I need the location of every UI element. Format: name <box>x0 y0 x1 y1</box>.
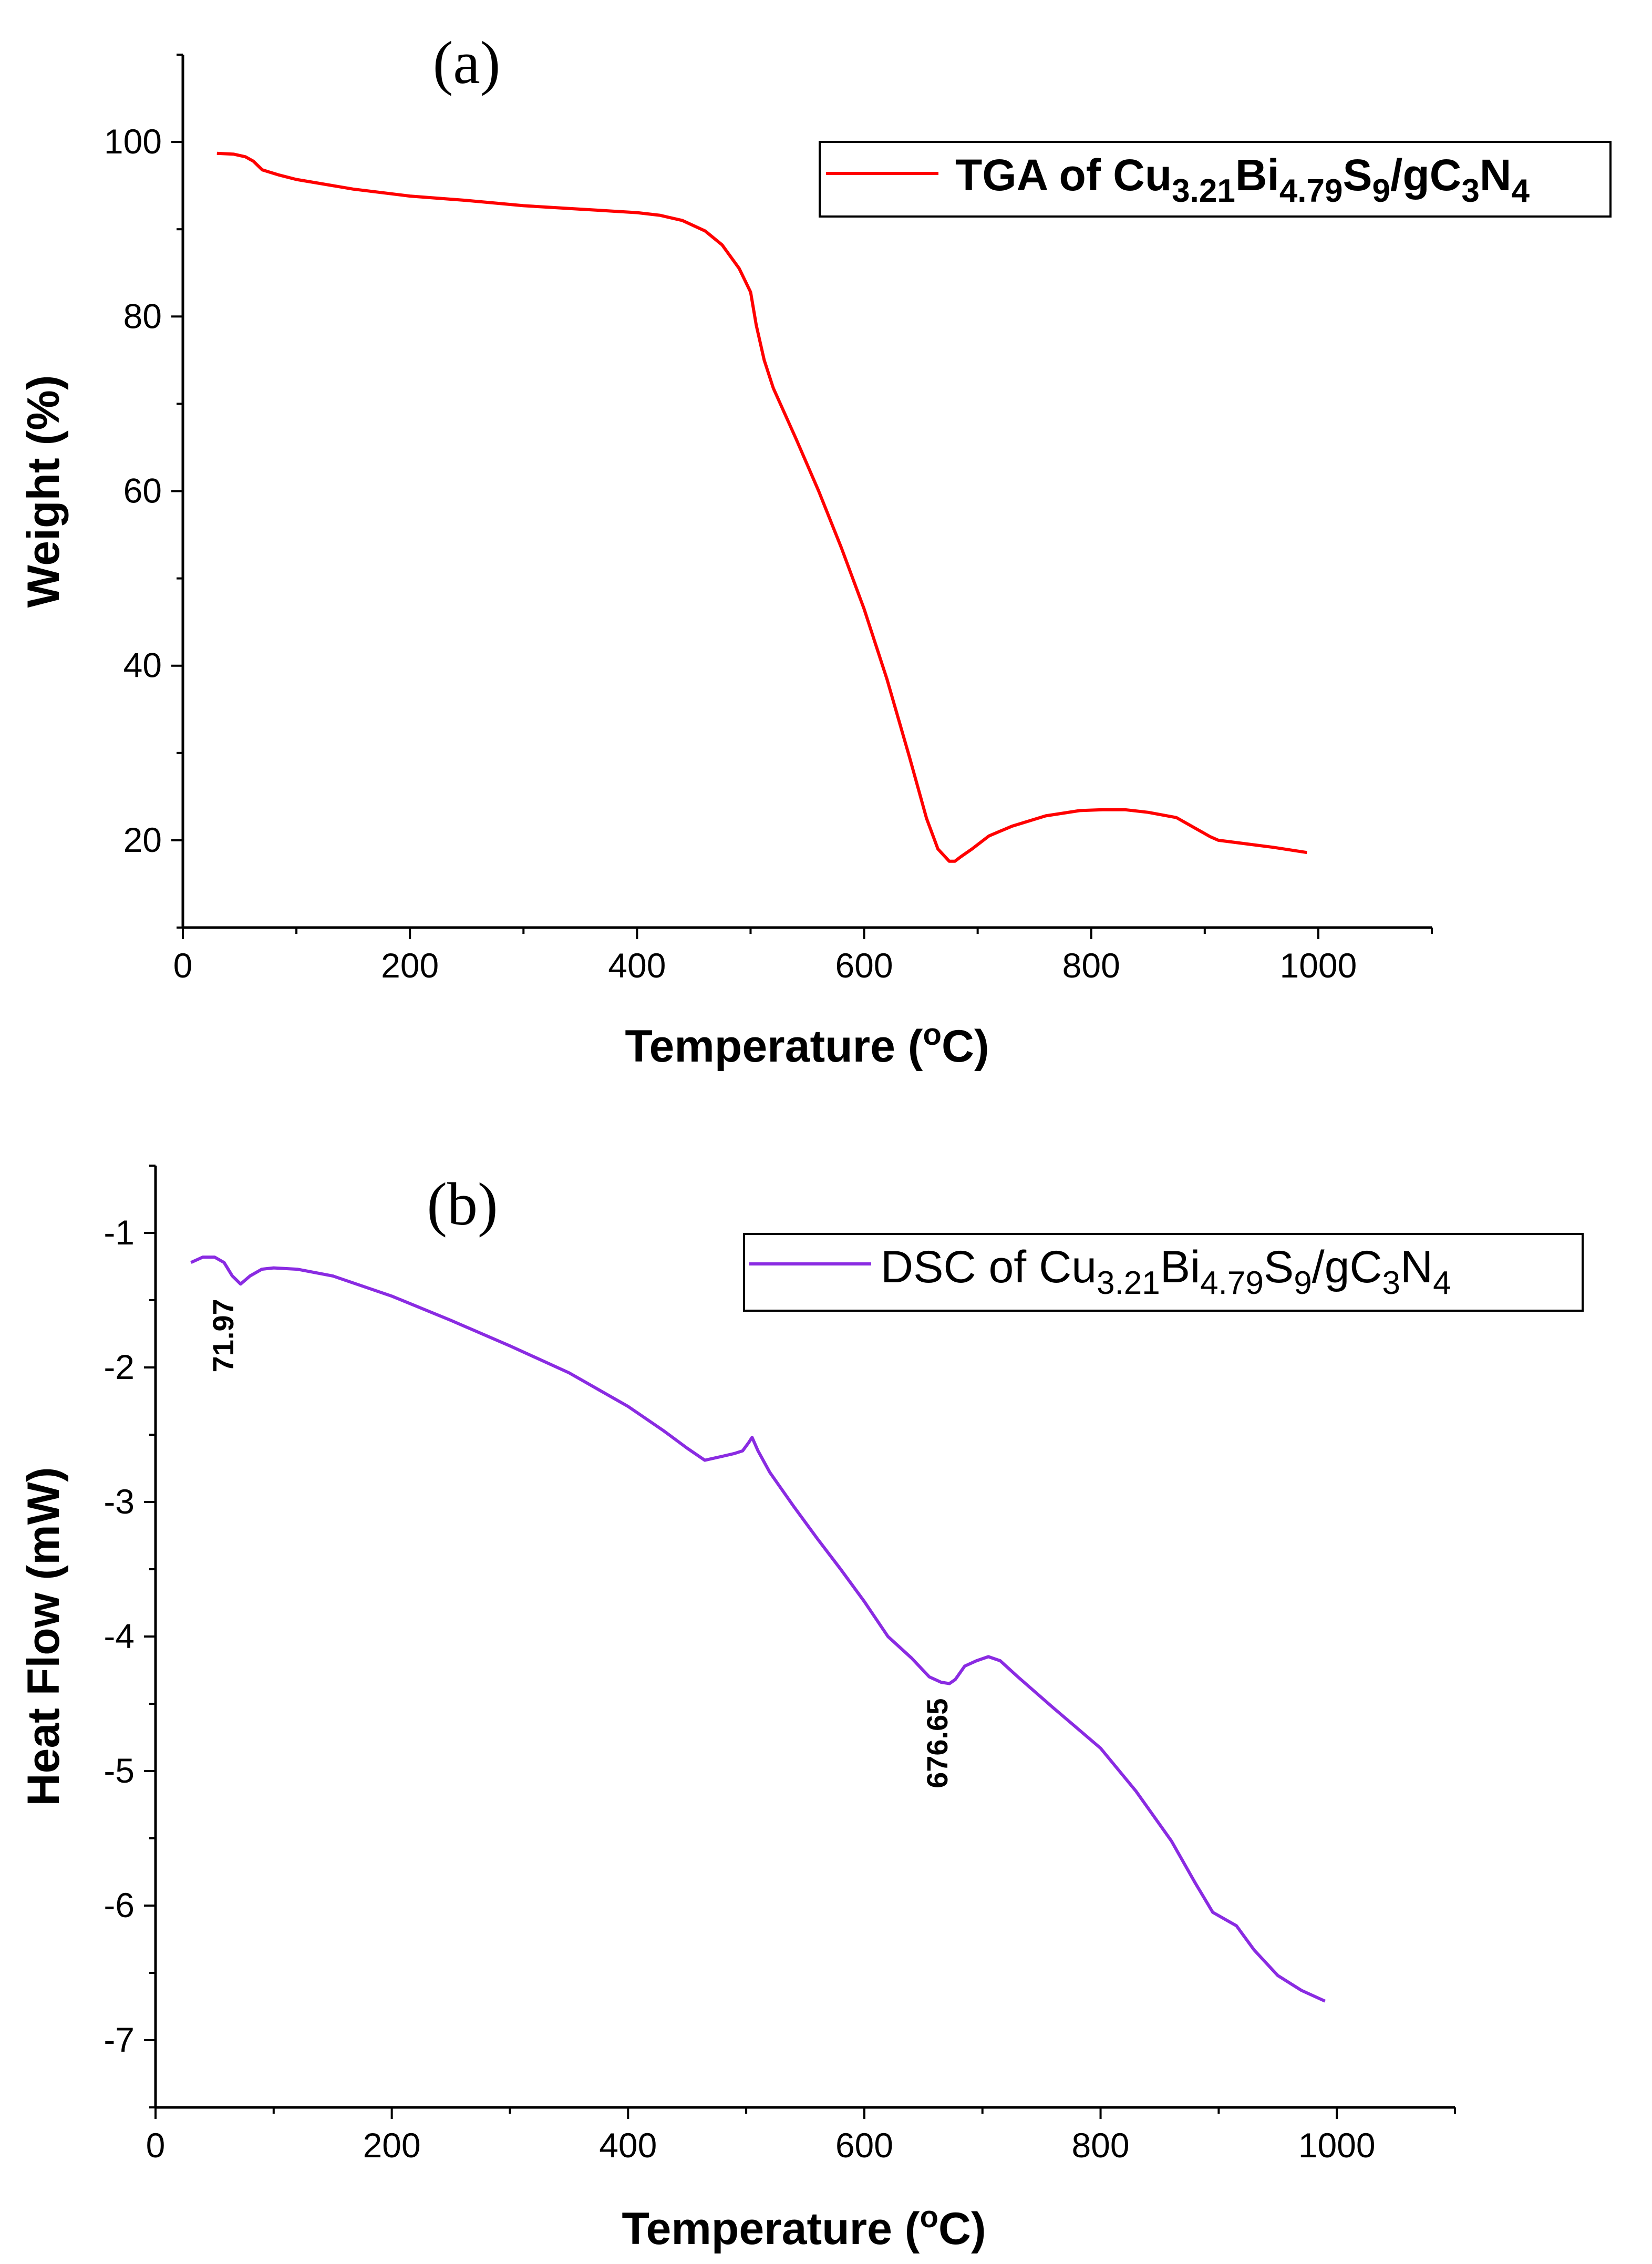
tga-tick-labels: 0 200 400 600 800 1000 20 40 60 80 100 <box>104 122 1357 985</box>
y-tick-label: -4 <box>104 1617 135 1655</box>
tga-legend-label: TGA of Cu3.21Bi4.79S9/gC3N4 <box>955 150 1530 209</box>
peak-annotation: 71.97 <box>206 1299 240 1372</box>
panel-dsc: (b) 0 200 400 600 800 1000 -1 -2 -3 -4 -5 -6 -7 Temp… <box>18 1165 1584 2254</box>
y-tick-label: -3 <box>104 1482 135 1521</box>
panel-label-a: (a) <box>433 29 501 97</box>
dsc-annotations: 71.97 676.65 <box>206 1299 954 1788</box>
x-tick-label: 200 <box>363 2126 421 2165</box>
dsc-series-line <box>190 1256 1326 2003</box>
x-tick-label: 600 <box>835 946 893 985</box>
y-tick-label: 40 <box>123 646 162 685</box>
x-tick-label: 0 <box>146 2126 166 2165</box>
y-tick-label: 60 <box>123 471 162 510</box>
tga-x-axis-label: Temperature (oC) <box>625 1017 989 1072</box>
dsc-legend-box <box>743 1233 1584 1312</box>
dsc-legend-label: DSC of Cu3.21Bi4.79S9/gC3N4 <box>881 1242 1451 1301</box>
x-tick-label: 1000 <box>1279 946 1357 985</box>
tga-legend-box <box>819 141 1612 218</box>
y-tick-label: -7 <box>104 2020 135 2059</box>
y-tick-label: 80 <box>123 296 162 335</box>
y-tick-label: 20 <box>123 820 162 859</box>
y-tick-label: -1 <box>104 1213 135 1252</box>
dsc-tick-labels: 0 200 400 600 800 1000 -1 -2 -3 -4 -5 -6 -7 <box>104 1213 1375 2165</box>
x-tick-label: 600 <box>835 2126 893 2165</box>
tga-legend: TGA of Cu3.21Bi4.79S9/gC3N4 <box>819 141 1612 218</box>
panel-label-b: (b) <box>427 1171 498 1238</box>
dsc-legend: DSC of Cu3.21Bi4.79S9/gC3N4 <box>743 1233 1584 1312</box>
x-tick-label: 800 <box>1071 2126 1129 2165</box>
y-tick-label: -2 <box>104 1347 135 1386</box>
dsc-ticks <box>144 1165 1456 2119</box>
peak-annotation: 676.65 <box>921 1699 954 1788</box>
panel-tga: (a) 0 200 400 600 800 1000 20 40 60 80 100 Tempera… <box>18 29 1612 1072</box>
y-tick-label: -6 <box>104 1886 135 1925</box>
dsc-x-axis-label: Temperature (oC) <box>622 2200 986 2254</box>
y-tick-label: 100 <box>104 122 162 161</box>
x-tick-label: 1000 <box>1298 2126 1376 2165</box>
x-tick-label: 200 <box>381 946 439 985</box>
x-tick-label: 400 <box>599 2126 657 2165</box>
tga-y-axis-label: Weight (%) <box>18 375 69 608</box>
x-tick-label: 800 <box>1062 946 1120 985</box>
tga-series-line <box>216 151 1307 863</box>
dsc-y-axis-label: Heat Flow (mW) <box>18 1467 69 1806</box>
x-tick-label: 0 <box>173 946 193 985</box>
tga-ticks <box>171 54 1433 939</box>
x-tick-label: 400 <box>608 946 666 985</box>
y-tick-label: -5 <box>104 1751 135 1790</box>
